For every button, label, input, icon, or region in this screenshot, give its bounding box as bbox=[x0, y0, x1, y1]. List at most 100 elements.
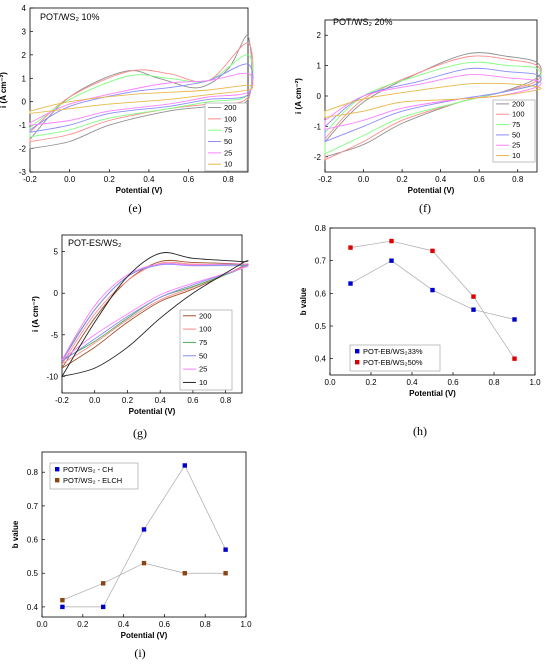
x-tick-label: 0.0 bbox=[89, 396, 101, 405]
cv-curve-75 bbox=[324, 61, 542, 155]
x-tick-label: 0.2 bbox=[104, 175, 116, 184]
legend-entry: 200 bbox=[512, 99, 525, 108]
legend-entry: 10 bbox=[224, 160, 232, 169]
y-tick-label: 0.7 bbox=[315, 257, 327, 266]
data-point bbox=[223, 547, 228, 552]
x-tick-label: 0.8 bbox=[220, 396, 232, 405]
y-tick-label: 0.4 bbox=[315, 355, 327, 364]
x-tick-label: 0.6 bbox=[447, 378, 459, 387]
figure-caption: (f) bbox=[419, 201, 431, 215]
x-axis-label: Potential (V) bbox=[116, 186, 163, 195]
legend-marker bbox=[55, 467, 60, 472]
y-tick-label: -10 bbox=[46, 372, 58, 381]
cv-curve-25 bbox=[324, 74, 542, 130]
x-tick-label: 0.2 bbox=[365, 378, 377, 387]
series-connector bbox=[62, 562, 226, 601]
cv-curve-100 bbox=[324, 55, 542, 161]
legend-entry: 75 bbox=[512, 120, 520, 129]
y-tick-label: -3 bbox=[19, 168, 27, 177]
y-tick-label: -1 bbox=[19, 121, 27, 130]
x-tick-label: 0.6 bbox=[159, 620, 171, 629]
y-tick-label: 0.4 bbox=[27, 603, 39, 612]
x-tick-label: -0.2 bbox=[318, 175, 332, 184]
y-axis-label: b value bbox=[299, 287, 308, 315]
legend-entry: 50 bbox=[512, 130, 520, 139]
data-point bbox=[348, 245, 353, 250]
legend-box bbox=[349, 344, 441, 372]
x-tick-label: 0.0 bbox=[358, 175, 370, 184]
x-tick-label: 0.4 bbox=[435, 175, 447, 184]
cv-curve-200 bbox=[29, 35, 253, 150]
x-axis-label: Potential (V) bbox=[409, 389, 456, 398]
legend-box bbox=[49, 462, 139, 490]
x-tick-label: -0.2 bbox=[55, 396, 69, 405]
data-point bbox=[348, 281, 353, 286]
y-tick-label: 0.8 bbox=[27, 468, 39, 477]
y-tick-label: 1 bbox=[317, 62, 322, 71]
y-tick-label: 0 bbox=[22, 98, 27, 107]
legend: POT-EB/WS₂33% POT-EB/WS₂50% bbox=[349, 344, 441, 372]
cv-curve-25 bbox=[61, 263, 249, 361]
legend-entry: 75 bbox=[199, 338, 207, 347]
chart-title: POT-ES/WS₂ bbox=[68, 238, 122, 248]
y-axis-label: i (A cm⁻²) bbox=[31, 296, 40, 332]
chart-g: -0.2 0.0 0.2 0.4 0.6 0.8 -10 -5 0 5 Potential (V) i… bbox=[31, 234, 249, 440]
legend-entry: POT/WS₂ - ELCH bbox=[63, 476, 122, 485]
y-axis-label: i (A cm⁻²) bbox=[294, 78, 303, 114]
cv-curve-25 bbox=[29, 72, 254, 126]
x-tick-label: 0.8 bbox=[488, 378, 500, 387]
x-tick-label: 0.4 bbox=[155, 396, 167, 405]
x-axis-label: Potential (V) bbox=[129, 407, 176, 416]
y-tick-label: 0.8 bbox=[315, 224, 327, 233]
data-point bbox=[430, 248, 435, 254]
data-point bbox=[101, 581, 106, 586]
y-tick-label: 2 bbox=[317, 31, 322, 40]
legend-entry: 100 bbox=[224, 114, 237, 123]
x-tick-label: 0.6 bbox=[187, 396, 199, 405]
data-point bbox=[389, 258, 394, 263]
legend-entry: 25 bbox=[224, 148, 232, 157]
x-tick-label: 0.0 bbox=[64, 175, 76, 184]
x-tick-label: 0.4 bbox=[406, 378, 418, 387]
plot-frame bbox=[61, 234, 243, 394]
figure-caption: (h) bbox=[413, 424, 427, 438]
legend-entry: 50 bbox=[224, 137, 232, 146]
legend: 200 100 75 50 25 10 bbox=[179, 309, 233, 391]
cv-curve-10 bbox=[29, 84, 254, 114]
x-tick-label: 1.0 bbox=[240, 620, 252, 629]
y-tick-label: -1 bbox=[314, 122, 322, 131]
legend-entry: 50 bbox=[199, 351, 207, 360]
x-tick-label: 1.0 bbox=[529, 378, 541, 387]
legend-entry: 10 bbox=[512, 151, 520, 160]
y-tick-label: 0.5 bbox=[315, 322, 327, 331]
x-tick-label: 0.2 bbox=[397, 175, 409, 184]
x-tick-label: 0.0 bbox=[36, 620, 48, 629]
data-point bbox=[182, 571, 187, 576]
data-point bbox=[389, 238, 394, 244]
x-axis-label: Potential (V) bbox=[408, 186, 455, 195]
data-point bbox=[471, 294, 476, 299]
legend-entry: 25 bbox=[199, 365, 207, 374]
y-tick-label: 0.5 bbox=[27, 569, 39, 578]
chart-title: POT/WS₂ 20% bbox=[333, 17, 393, 27]
y-tick-label: -2 bbox=[19, 145, 27, 154]
y-axis-label: i (A cm⁻²) bbox=[0, 72, 8, 108]
y-tick-label: 1 bbox=[22, 74, 27, 83]
legend-entry: POT-EB/WS₂50% bbox=[363, 358, 423, 367]
plot-frame bbox=[329, 227, 536, 376]
legend-box bbox=[204, 102, 248, 172]
figure-caption: (g) bbox=[133, 426, 147, 440]
y-tick-label: 4 bbox=[22, 4, 27, 13]
x-tick-label: -0.2 bbox=[23, 175, 37, 184]
legend-entry: 200 bbox=[199, 311, 212, 320]
chart-f: -0.2 0.0 0.2 0.4 0.6 0.8 -2 -1 0 1 2 Potential (V) i… bbox=[294, 17, 542, 215]
legend-entry: POT-EB/WS₂33% bbox=[363, 347, 423, 356]
y-tick-label: 0.6 bbox=[27, 536, 39, 545]
cv-curve-50 bbox=[61, 263, 249, 362]
x-tick-label: 0.8 bbox=[200, 620, 212, 629]
data-point bbox=[60, 604, 65, 610]
data-point bbox=[512, 356, 517, 361]
legend-entry: 100 bbox=[512, 110, 525, 119]
y-tick-label: 5 bbox=[54, 248, 59, 257]
